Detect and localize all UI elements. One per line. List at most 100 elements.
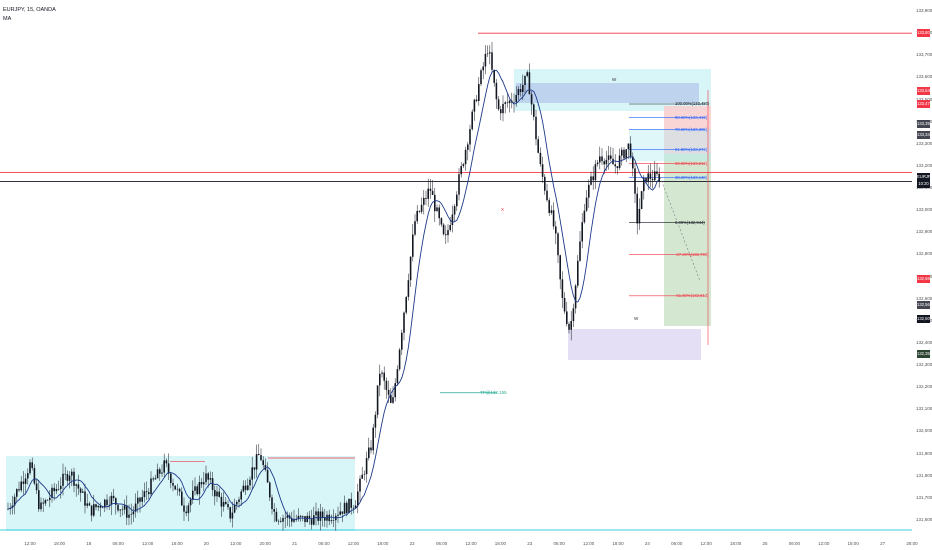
candle-body bbox=[194, 486, 196, 491]
fib-label: 0.00%(132,944) bbox=[675, 220, 705, 226]
candle-body bbox=[431, 190, 434, 195]
price-tag: 133,340 bbox=[917, 130, 930, 139]
target-zone bbox=[664, 154, 711, 326]
candle-body bbox=[456, 194, 458, 207]
candle-body bbox=[403, 312, 405, 333]
y-tick-label: 132,600 bbox=[916, 295, 932, 301]
y-tick-label: 133,000 bbox=[916, 207, 932, 213]
candle-body bbox=[409, 256, 412, 281]
candle-body bbox=[308, 515, 311, 519]
y-tick-label: 133,500 bbox=[916, 97, 932, 103]
candle-body bbox=[123, 505, 126, 510]
candle-body bbox=[18, 489, 20, 491]
candle-body bbox=[656, 171, 658, 174]
candle-body bbox=[176, 488, 179, 490]
candle-body bbox=[97, 505, 99, 508]
candle-body bbox=[566, 311, 568, 324]
x-tick-label: 20:00 bbox=[259, 541, 271, 546]
candle-body bbox=[293, 519, 295, 522]
candle-body bbox=[192, 490, 194, 500]
candle-body bbox=[42, 502, 44, 504]
candle-body bbox=[451, 214, 454, 226]
candle-body bbox=[482, 66, 484, 71]
candle-body bbox=[277, 520, 280, 522]
candle-body bbox=[238, 499, 240, 502]
x-tick-label: 06:00 bbox=[671, 541, 683, 546]
candle-body bbox=[24, 478, 27, 484]
candle-body bbox=[621, 149, 623, 156]
candle-body bbox=[310, 518, 313, 525]
candle-body bbox=[610, 155, 612, 159]
candle-body bbox=[425, 197, 427, 199]
candle-body bbox=[636, 193, 638, 224]
candle-body bbox=[242, 485, 245, 492]
candle-body bbox=[236, 501, 238, 505]
candle-body bbox=[605, 159, 608, 165]
candle-body bbox=[71, 471, 73, 476]
candle-body bbox=[198, 482, 201, 495]
indicator-label: MA bbox=[3, 16, 12, 22]
x-tick-label: 06:00 bbox=[788, 541, 801, 546]
candle-body bbox=[449, 225, 451, 231]
y-tick-label: 133,700 bbox=[916, 52, 932, 58]
candle-body bbox=[376, 385, 379, 415]
candle-body bbox=[207, 473, 209, 480]
candle-body bbox=[484, 53, 487, 67]
candle-body bbox=[40, 502, 42, 510]
candle-body bbox=[651, 178, 654, 181]
x-tick-label: 18:00 bbox=[494, 541, 507, 546]
candle-body bbox=[489, 52, 491, 54]
candle-body bbox=[112, 495, 115, 499]
candle-body bbox=[172, 482, 174, 486]
candle-body bbox=[332, 520, 335, 521]
candle-body bbox=[130, 514, 132, 515]
candle-body bbox=[528, 72, 531, 95]
candle-body bbox=[262, 460, 264, 466]
candle-body bbox=[379, 373, 381, 386]
x-tick-label: 18:00 bbox=[612, 541, 624, 546]
candle-body bbox=[75, 484, 77, 486]
candle-body bbox=[86, 503, 88, 506]
x-tick-label: 12:00 bbox=[582, 541, 595, 546]
candle-body bbox=[467, 144, 469, 150]
candle-body bbox=[156, 469, 159, 479]
candle-body bbox=[319, 511, 322, 521]
candle-body bbox=[539, 152, 542, 165]
candle-body bbox=[95, 504, 97, 508]
candle-body bbox=[255, 454, 258, 470]
candle-body bbox=[594, 164, 597, 181]
candle-body bbox=[541, 164, 544, 177]
candle-body bbox=[658, 173, 660, 182]
candle-body bbox=[559, 255, 561, 280]
candle-body bbox=[500, 109, 502, 114]
candle-body bbox=[555, 226, 557, 234]
x-tick-label: 18:00 bbox=[171, 541, 183, 546]
annotation-label: W bbox=[612, 76, 617, 82]
candle-body bbox=[460, 166, 462, 175]
candle-body bbox=[363, 474, 366, 475]
candle-body bbox=[152, 478, 154, 480]
candle-body bbox=[374, 414, 377, 428]
candle-body bbox=[121, 509, 124, 511]
candle-body bbox=[247, 485, 249, 490]
price-tag: 133,479 bbox=[917, 99, 930, 108]
x-tick-label: 18:00 bbox=[53, 541, 66, 546]
candle-body bbox=[348, 498, 350, 513]
candle-body bbox=[280, 520, 282, 522]
candle-body bbox=[412, 234, 414, 257]
candle-body bbox=[216, 491, 218, 497]
candle-body bbox=[200, 482, 203, 485]
candle-body bbox=[29, 462, 31, 474]
candle-body bbox=[60, 485, 62, 490]
y-tick-label: 132,300 bbox=[916, 362, 932, 368]
x-tick-label: 12:00 bbox=[818, 541, 830, 546]
candle-body bbox=[442, 224, 445, 235]
candle-body bbox=[55, 488, 58, 492]
candle-body bbox=[20, 481, 22, 491]
candle-body bbox=[458, 174, 460, 195]
candle-body bbox=[187, 505, 190, 514]
candle-body bbox=[220, 496, 223, 507]
candle-body bbox=[167, 463, 170, 474]
